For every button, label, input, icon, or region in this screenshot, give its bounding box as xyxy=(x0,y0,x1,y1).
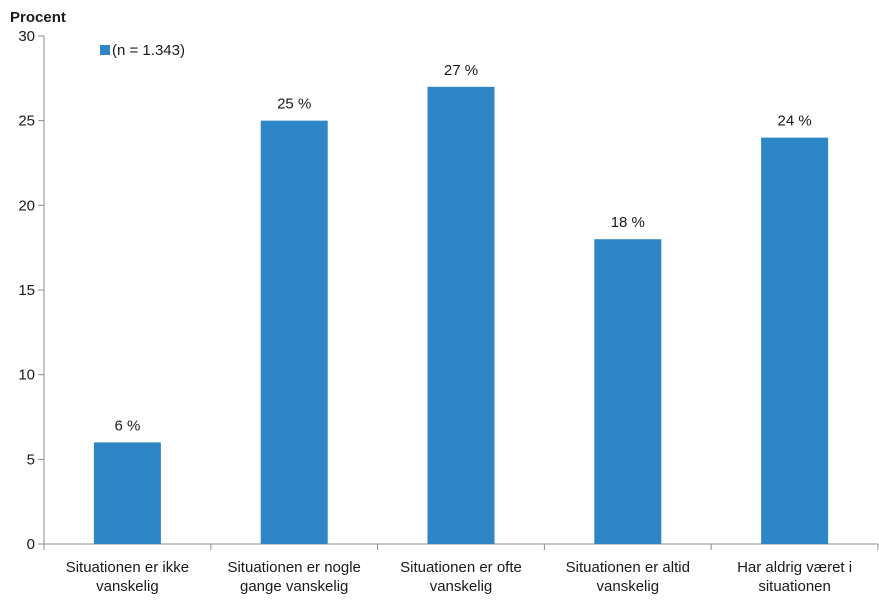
y-tick-label: 5 xyxy=(27,451,35,468)
x-category-label: vanskelig xyxy=(597,578,660,595)
x-category-label: gange vanskelig xyxy=(240,578,348,595)
bar xyxy=(594,239,662,544)
x-axis: Situationen er ikke vanskelig Situationen … xyxy=(43,543,879,595)
data-label: 24 % xyxy=(777,113,811,130)
x-category-label: Situationen er nogle xyxy=(227,559,360,576)
bar xyxy=(427,86,495,545)
bar xyxy=(93,442,161,544)
y-tick-label: 10 xyxy=(18,367,35,384)
y-tick-label: 0 xyxy=(27,536,35,553)
x-category-label: Situationen er altid xyxy=(566,559,690,576)
x-category-label: situationen xyxy=(758,578,831,595)
y-axis-label: Procent xyxy=(10,9,66,26)
y-tick-label: 15 xyxy=(18,282,35,299)
legend-swatch xyxy=(100,45,110,55)
legend-label: (n = 1.343) xyxy=(112,42,185,59)
data-label: 25 % xyxy=(277,96,311,113)
data-label: 18 % xyxy=(611,214,645,231)
data-label: 6 % xyxy=(114,417,140,434)
x-category-label: Situationen er ikke xyxy=(66,559,189,576)
y-axis: 0 5 10 15 20 25 30 xyxy=(18,28,45,553)
x-category-label: vanskelig xyxy=(430,578,493,595)
bar xyxy=(761,137,829,544)
bars: 6 % 25 % 27 % 18 % 24 % xyxy=(93,62,829,545)
y-tick-label: 30 xyxy=(18,28,35,45)
legend: (n = 1.343) xyxy=(100,42,185,59)
x-category-label: Har aldrig været i xyxy=(737,559,852,576)
bar xyxy=(260,120,328,545)
data-label: 27 % xyxy=(444,62,478,79)
y-tick-label: 25 xyxy=(18,113,35,130)
x-category-label: Situationen er ofte xyxy=(400,559,522,576)
y-tick-label: 20 xyxy=(18,197,35,214)
x-category-label: vanskelig xyxy=(96,578,159,595)
